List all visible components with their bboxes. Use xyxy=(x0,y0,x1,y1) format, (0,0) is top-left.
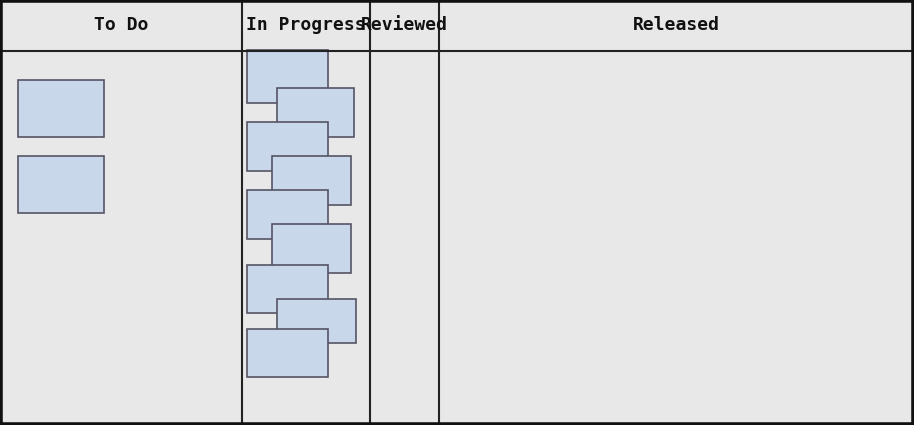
FancyBboxPatch shape xyxy=(247,190,328,239)
FancyBboxPatch shape xyxy=(277,299,356,343)
FancyBboxPatch shape xyxy=(247,122,328,171)
FancyBboxPatch shape xyxy=(18,156,104,213)
Text: Reviewed: Reviewed xyxy=(361,17,448,34)
FancyBboxPatch shape xyxy=(247,329,328,377)
FancyBboxPatch shape xyxy=(247,50,328,103)
FancyBboxPatch shape xyxy=(18,80,104,137)
FancyBboxPatch shape xyxy=(277,88,354,137)
Text: Released: Released xyxy=(632,17,720,34)
FancyBboxPatch shape xyxy=(247,265,328,313)
Text: In Progress: In Progress xyxy=(247,17,366,34)
Text: To Do: To Do xyxy=(94,17,148,34)
FancyBboxPatch shape xyxy=(272,224,351,273)
FancyBboxPatch shape xyxy=(272,156,351,205)
